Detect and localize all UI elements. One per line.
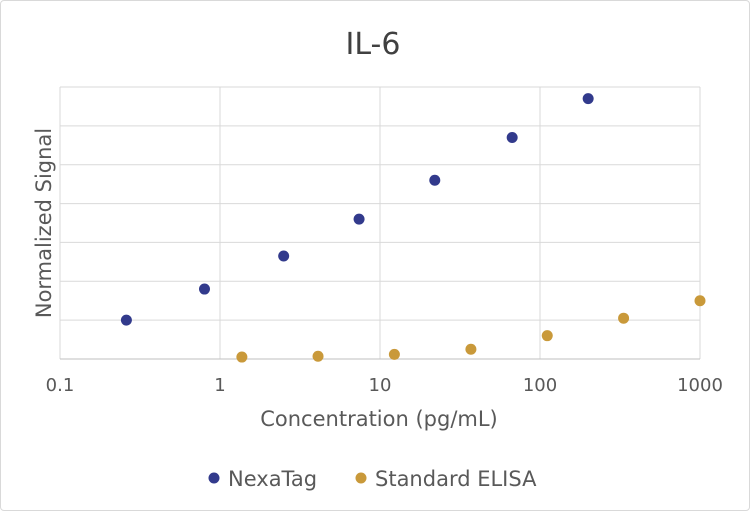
x-tick-labels: 0.1 1 10 100 1000 — [46, 375, 723, 396]
legend: NexaTag Standard ELISA — [208, 467, 537, 491]
data-point-nexatag — [429, 174, 441, 186]
data-point-standard-elisa — [694, 295, 706, 307]
data-point-standard-elisa — [312, 350, 324, 362]
data-point-nexatag — [582, 93, 594, 105]
gridlines — [59, 86, 701, 360]
data-point-nexatag — [278, 250, 290, 262]
legend-marker — [355, 472, 367, 484]
data-point-nexatag — [506, 132, 518, 144]
data-point-nexatag — [120, 314, 132, 326]
x-axis-label: Concentration (pg/mL) — [260, 407, 498, 431]
data-point-standard-elisa — [388, 348, 400, 360]
y-axis-label: Normalized Signal — [32, 128, 56, 318]
x-tick-label: 1 — [214, 375, 225, 396]
data-point-standard-elisa — [541, 330, 553, 342]
x-tick-label: 10 — [369, 375, 392, 396]
legend-label: Standard ELISA — [375, 467, 537, 491]
legend-marker — [208, 472, 220, 484]
x-tick-label: 0.1 — [46, 375, 75, 396]
chart-title: IL-6 — [346, 27, 401, 62]
data-point-standard-elisa — [236, 351, 248, 363]
data-point-standard-elisa — [465, 343, 477, 355]
x-tick-label: 100 — [523, 375, 557, 396]
legend-label: NexaTag — [228, 467, 317, 491]
data-points — [120, 93, 706, 363]
data-point-nexatag — [198, 283, 210, 295]
data-point-nexatag — [353, 213, 365, 225]
x-tick-label: 1000 — [677, 375, 723, 396]
data-point-standard-elisa — [618, 312, 630, 324]
